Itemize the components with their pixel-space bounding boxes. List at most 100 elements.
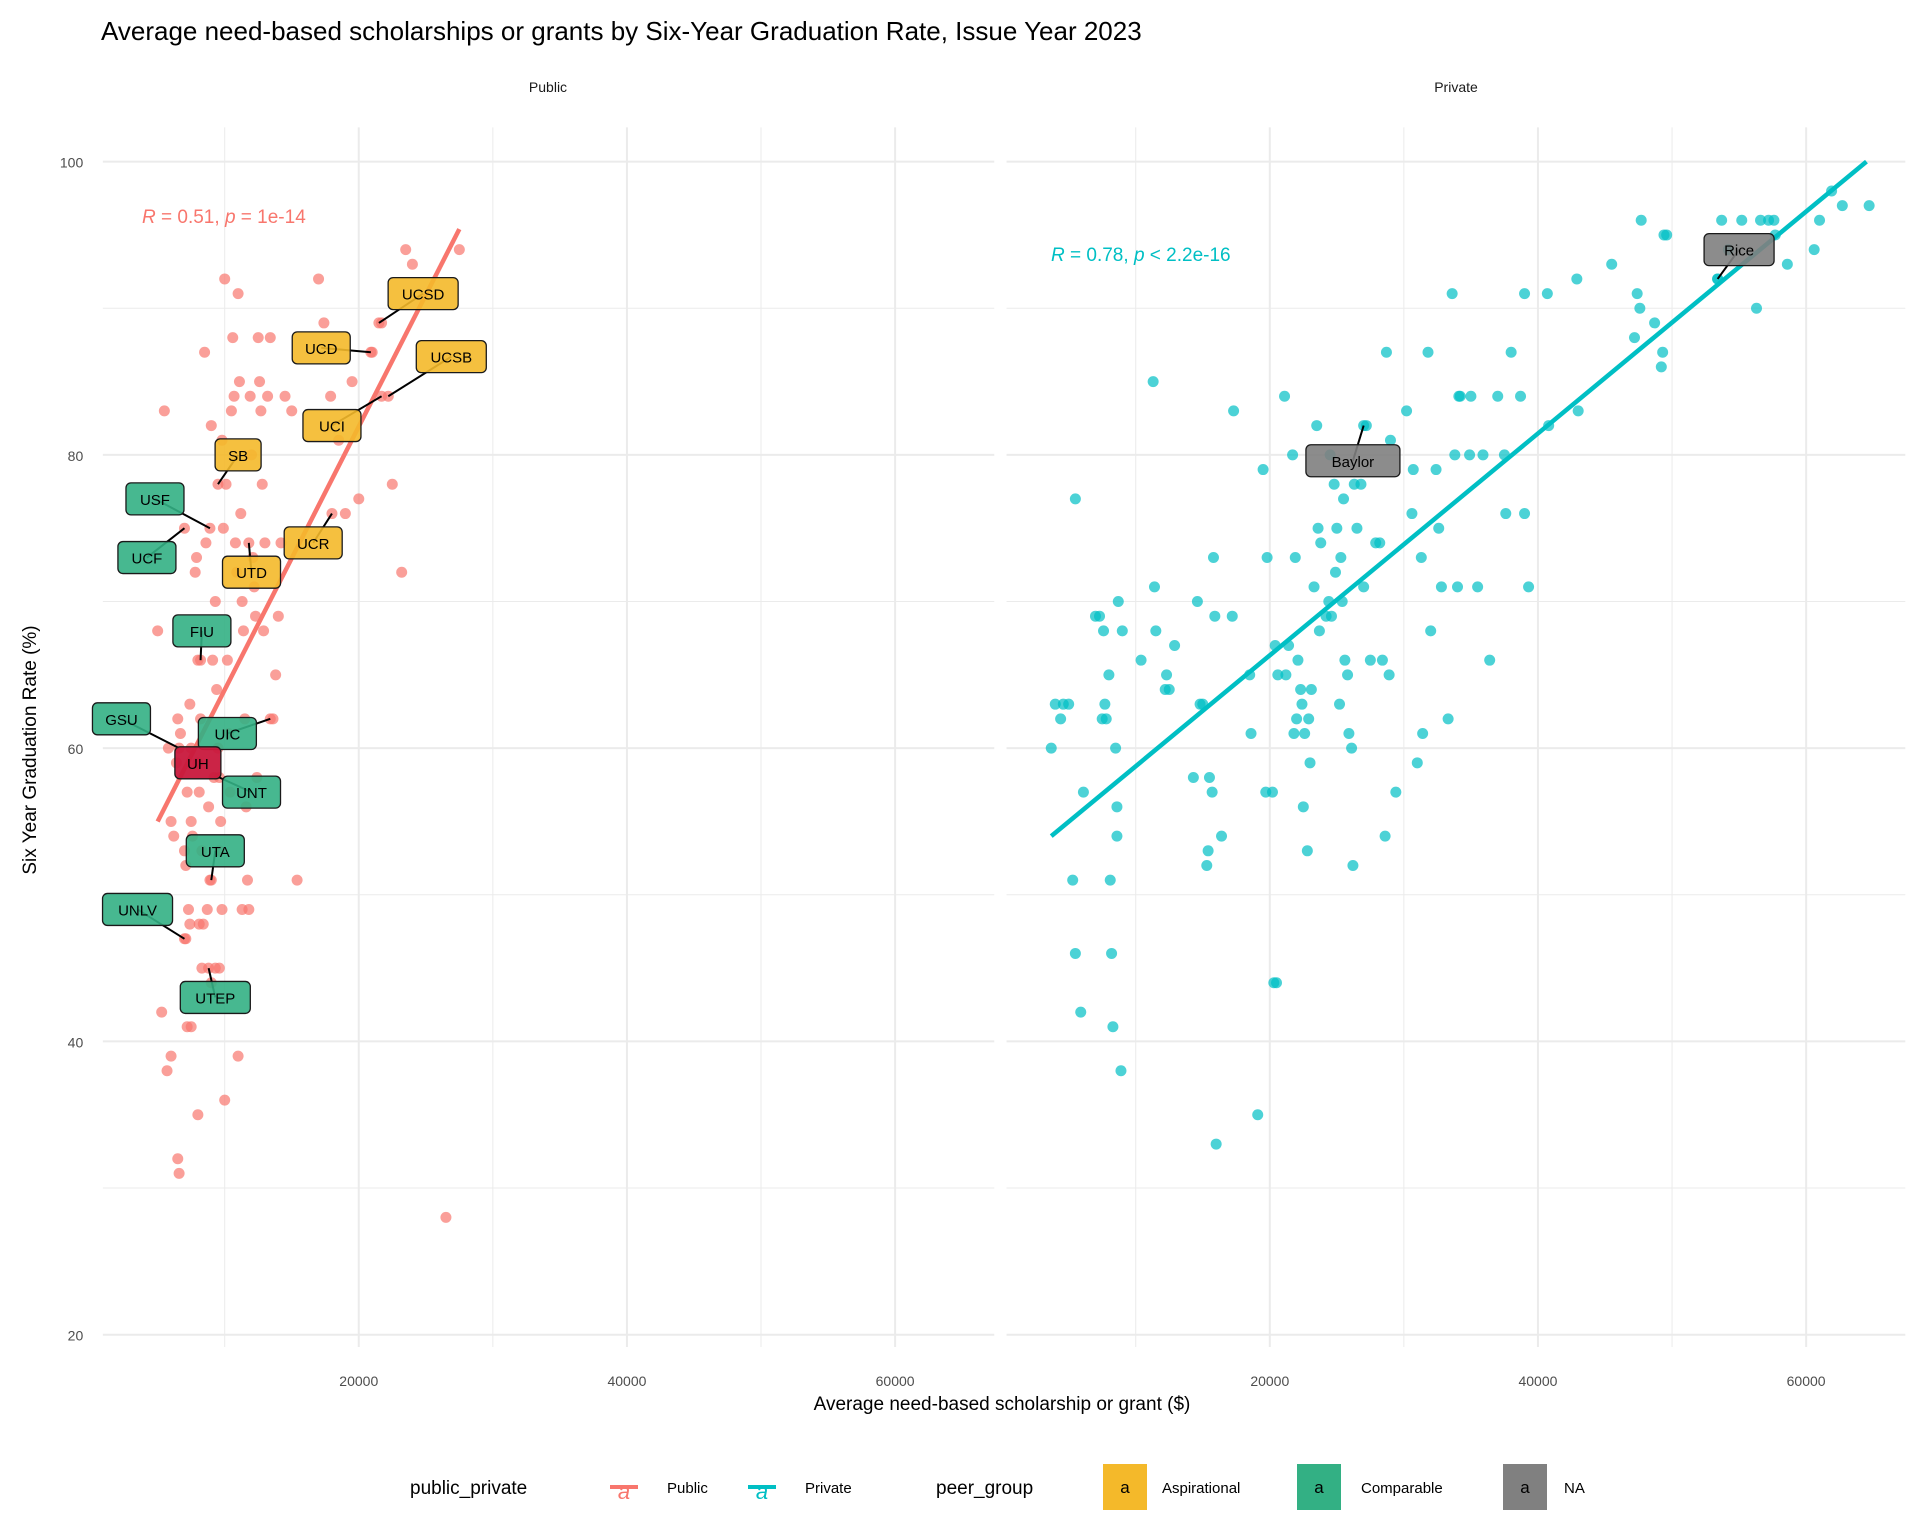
data-point <box>1304 757 1316 769</box>
data-point <box>173 1167 185 1179</box>
data-point <box>1454 390 1466 402</box>
data-point <box>440 1211 452 1223</box>
data-point <box>1379 830 1391 842</box>
data-point <box>1169 640 1181 652</box>
data-point <box>1572 405 1584 417</box>
labels-private: Baylor Rice <box>1305 232 1775 478</box>
data-point <box>318 317 330 329</box>
legend: public_private a Public a Private peer_g… <box>410 1464 1585 1510</box>
data-point <box>1571 273 1583 285</box>
school-label: UTEP <box>195 990 235 1007</box>
chart-title: Average need-based scholarships or grant… <box>101 16 1142 46</box>
data-point <box>1631 288 1643 300</box>
data-point <box>1063 698 1075 710</box>
data-point <box>1384 434 1396 446</box>
data-point <box>1657 346 1669 358</box>
data-point <box>1519 288 1531 300</box>
data-point <box>1519 508 1531 520</box>
data-point <box>152 625 164 637</box>
data-point <box>346 376 358 388</box>
data-point <box>1477 449 1489 461</box>
school-label: UCF <box>132 551 163 568</box>
data-point <box>1271 977 1282 989</box>
school-label-box <box>101 892 174 927</box>
data-point <box>1325 610 1337 622</box>
legend-key-glyph: a <box>1520 1478 1530 1497</box>
data-point <box>219 1094 231 1106</box>
data-point <box>213 962 225 974</box>
data-point <box>1425 625 1437 637</box>
data-point <box>1417 728 1429 739</box>
data-point <box>193 918 205 930</box>
data-point <box>1045 742 1057 754</box>
data-point <box>1303 713 1315 725</box>
school-label-box <box>1305 444 1401 478</box>
y-tick-label: 20 <box>68 1328 84 1344</box>
x-axis-title: Average need-based scholarship or grant … <box>814 1394 1191 1415</box>
school-label-box <box>214 438 262 472</box>
data-point <box>313 273 325 285</box>
data-point <box>272 610 284 622</box>
school-label: UTD <box>236 565 267 582</box>
data-point <box>1347 859 1359 871</box>
data-point <box>1635 214 1647 226</box>
panel-public: Public UCSD UCD UCSB UCI SB UCR UTD USF UCF FIU GS… <box>91 79 995 1347</box>
x-tick-label: 60000 <box>876 1373 915 1389</box>
data-point <box>1257 464 1269 476</box>
school-label-box <box>185 834 245 868</box>
school-label: UCSB <box>430 350 472 367</box>
data-point <box>1328 478 1340 490</box>
data-point <box>207 654 219 666</box>
data-point <box>1075 1006 1087 1018</box>
data-point <box>215 815 227 827</box>
data-point <box>1814 214 1826 226</box>
legend-item-na: a NA <box>1503 1464 1585 1510</box>
data-point <box>1191 596 1203 608</box>
data-point <box>233 376 245 388</box>
school-label: FIU <box>190 624 214 641</box>
legend-item-private: a Private <box>748 1479 852 1504</box>
data-point <box>185 1021 197 1033</box>
panel-private: Private Baylor Rice R = 0.78, p < 2.2e-16 <box>1006 79 1906 1347</box>
stat-annotation-private: R = 0.78, p < 2.2e-16 <box>1051 245 1231 266</box>
data-point <box>172 1153 184 1165</box>
data-point <box>184 918 196 930</box>
y-tick-label: 60 <box>68 741 84 757</box>
school-label-box <box>283 526 343 560</box>
data-point <box>1094 610 1106 622</box>
data-point <box>1252 1109 1264 1121</box>
legend-item-aspirational: a Aspirational <box>1103 1464 1240 1510</box>
data-point <box>1226 610 1238 622</box>
y-axis-ticks: 20 40 60 80 100 <box>60 155 84 1344</box>
legend-label-private: Private <box>805 1480 852 1497</box>
data-point <box>205 420 217 432</box>
school-label-box <box>387 276 459 311</box>
school-label-box <box>1703 232 1775 267</box>
legend-key-glyph: a <box>618 1479 630 1504</box>
school-label: UTA <box>201 844 230 861</box>
data-point <box>1150 625 1162 637</box>
legend-label-public: Public <box>667 1480 708 1497</box>
data-point <box>256 478 268 490</box>
data-point <box>1484 654 1496 666</box>
data-point <box>1299 728 1311 739</box>
data-point <box>1541 288 1553 300</box>
data-point <box>158 405 170 417</box>
data-point <box>219 273 231 285</box>
school-label: USF <box>140 492 170 509</box>
data-point <box>1289 552 1301 564</box>
data-point <box>406 258 418 270</box>
data-point <box>1781 258 1793 270</box>
data-point <box>217 522 229 534</box>
data-point <box>191 552 203 564</box>
data-point <box>1407 464 1419 476</box>
data-point <box>453 244 465 256</box>
data-point <box>1216 830 1228 842</box>
data-point <box>1380 346 1392 358</box>
data-point <box>1836 200 1848 212</box>
school-label-box <box>125 482 185 516</box>
data-point <box>1069 947 1081 959</box>
data-point <box>236 903 248 915</box>
school-label-box <box>117 540 177 575</box>
data-point <box>182 903 194 915</box>
